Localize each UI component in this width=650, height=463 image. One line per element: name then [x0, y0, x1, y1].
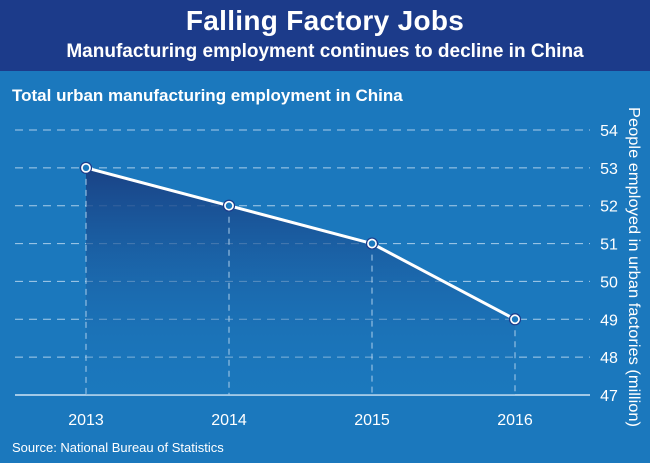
- area-fill: [86, 167, 515, 395]
- y-tick-label: 52: [600, 199, 618, 216]
- x-axis-ticks: 2013 2014 2015 2016: [68, 412, 533, 429]
- page-title: Falling Factory Jobs: [185, 5, 465, 36]
- chart-title: Total urban manufacturing employment in …: [12, 86, 403, 105]
- series-line-layer: [85, 166, 516, 321]
- y-tick-label: 53: [600, 161, 618, 178]
- data-point: [511, 316, 519, 323]
- data-point: [82, 164, 90, 172]
- page-subtitle: Manufacturing employment continues to de…: [66, 41, 584, 62]
- data-point: [225, 202, 233, 209]
- y-tick-label: 54: [600, 123, 618, 140]
- data-points: [79, 161, 522, 326]
- x-tick-label: 2016: [497, 412, 533, 429]
- data-point: [368, 240, 376, 247]
- area-fill-layer: [86, 167, 515, 395]
- x-tick-label: 2013: [68, 412, 104, 429]
- drop-lines: [85, 167, 516, 395]
- x-tick-label: 2014: [211, 412, 247, 429]
- series-line: [85, 166, 516, 321]
- source-note: Source: National Bureau of Statistics: [12, 440, 224, 455]
- y-tick-label: 50: [600, 274, 618, 291]
- y-tick-label: 49: [600, 312, 618, 329]
- y-tick-label: 51: [600, 237, 618, 254]
- y-tick-label: 48: [600, 350, 618, 367]
- header-banner: Falling Factory Jobs Manufacturing emplo…: [0, 0, 650, 71]
- y-tick-label: 47: [600, 388, 618, 405]
- y-axis-label: People employed in urban factories (mill…: [625, 107, 642, 427]
- y-axis-ticks: 47 48 49 50 51 52 53 54: [600, 123, 618, 405]
- x-tick-label: 2015: [354, 412, 390, 429]
